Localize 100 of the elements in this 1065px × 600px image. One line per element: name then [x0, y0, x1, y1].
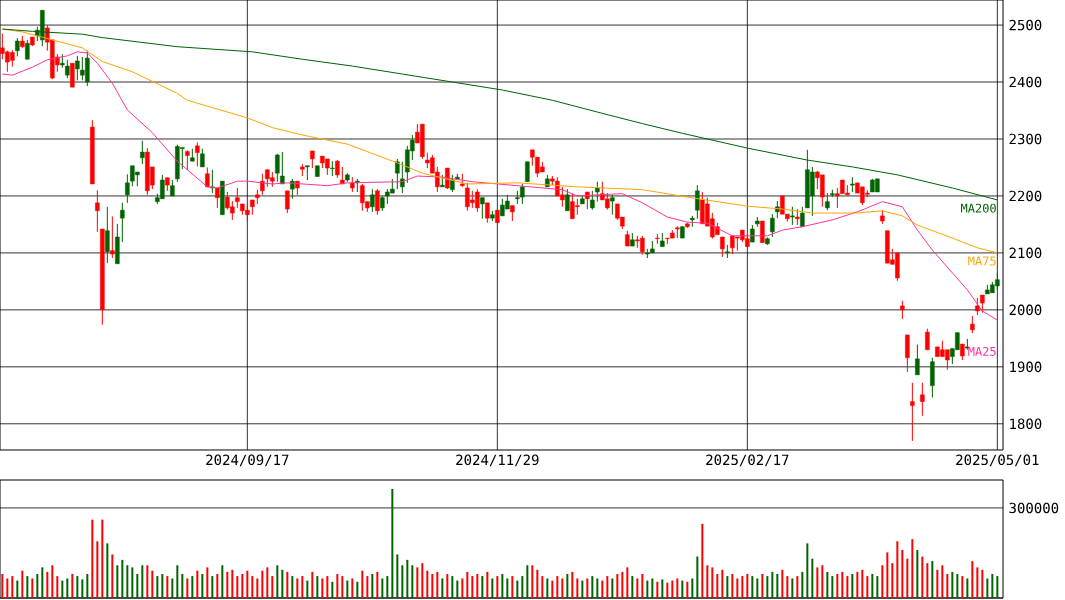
candlestick [480, 197, 485, 220]
bar [296, 578, 299, 598]
bar [106, 543, 109, 598]
bar [491, 578, 494, 598]
bar [586, 578, 589, 598]
bar [551, 580, 554, 598]
bar [271, 576, 274, 598]
bar [751, 576, 754, 598]
bar [361, 570, 364, 598]
bar [346, 580, 349, 598]
bar [971, 561, 974, 598]
bar [721, 569, 724, 598]
candlestick [400, 161, 405, 194]
bar [231, 569, 234, 598]
bar [506, 578, 509, 598]
bar [11, 576, 14, 598]
bar [936, 569, 939, 598]
candlestick [395, 158, 400, 190]
series-label: MA75 [968, 256, 996, 266]
bar [556, 576, 559, 598]
bar [931, 561, 934, 598]
candlestick [920, 382, 925, 417]
candlestick [485, 202, 490, 224]
candlestick [910, 382, 915, 442]
bar [576, 578, 579, 598]
bar [161, 573, 164, 598]
bar [596, 578, 599, 598]
bar [561, 578, 564, 598]
bar [886, 552, 889, 598]
bar [76, 576, 79, 598]
bar [871, 573, 874, 598]
bar [926, 563, 929, 598]
bar [776, 573, 779, 598]
y-tick-label: 2300 [1009, 133, 1042, 145]
y-tick-label: 1900 [1010, 361, 1042, 373]
bar [916, 549, 919, 598]
candlestick [125, 173, 130, 204]
bar [486, 571, 489, 598]
bar [126, 565, 129, 598]
bar [101, 519, 104, 598]
bar [436, 571, 439, 598]
bar [96, 541, 99, 598]
bar [891, 563, 894, 598]
bar [391, 489, 394, 598]
bar [371, 573, 374, 598]
bar [266, 567, 269, 598]
bar [666, 582, 669, 598]
bar [541, 576, 544, 598]
x-tick-label: 2024/09/17 [206, 454, 289, 467]
bar [711, 567, 714, 598]
bar [326, 576, 329, 598]
candlestick [260, 173, 265, 196]
bar [771, 571, 774, 598]
bar [386, 576, 389, 598]
bar [246, 570, 249, 598]
bar [146, 565, 149, 598]
bar [951, 571, 954, 598]
bar [56, 576, 59, 598]
bar [736, 578, 739, 598]
bar [646, 580, 649, 598]
bar [411, 565, 414, 598]
bar [151, 570, 154, 598]
bar [176, 565, 179, 598]
bar [811, 558, 814, 598]
bar [981, 569, 984, 598]
bar [841, 571, 844, 598]
candlestick [925, 328, 930, 351]
bar [136, 573, 139, 598]
bar [221, 565, 224, 598]
bar [166, 576, 169, 598]
bar [16, 580, 19, 598]
candlestick [370, 188, 375, 213]
bar [976, 567, 979, 598]
bar [521, 576, 524, 598]
bar [686, 581, 689, 598]
bar [1, 573, 4, 598]
bar [636, 578, 639, 598]
bar [131, 567, 134, 598]
candlestick [695, 184, 700, 220]
bar [141, 565, 144, 598]
bar [826, 571, 829, 598]
y-tick-label: 2500 [1009, 19, 1042, 31]
bar [616, 573, 619, 598]
bar [6, 578, 9, 598]
bar [901, 549, 904, 598]
bar [606, 576, 609, 598]
bar [701, 523, 704, 598]
bar [766, 576, 769, 598]
candlestick [610, 194, 615, 216]
bar [116, 565, 119, 598]
bar [681, 580, 684, 598]
y-tick-label: 300000 [1009, 502, 1059, 514]
bar [511, 576, 514, 598]
bar [51, 565, 54, 598]
bar [761, 573, 764, 598]
bar [191, 576, 194, 598]
bar [996, 576, 999, 598]
bar [356, 581, 359, 598]
bar [716, 573, 719, 598]
bar [861, 569, 864, 598]
